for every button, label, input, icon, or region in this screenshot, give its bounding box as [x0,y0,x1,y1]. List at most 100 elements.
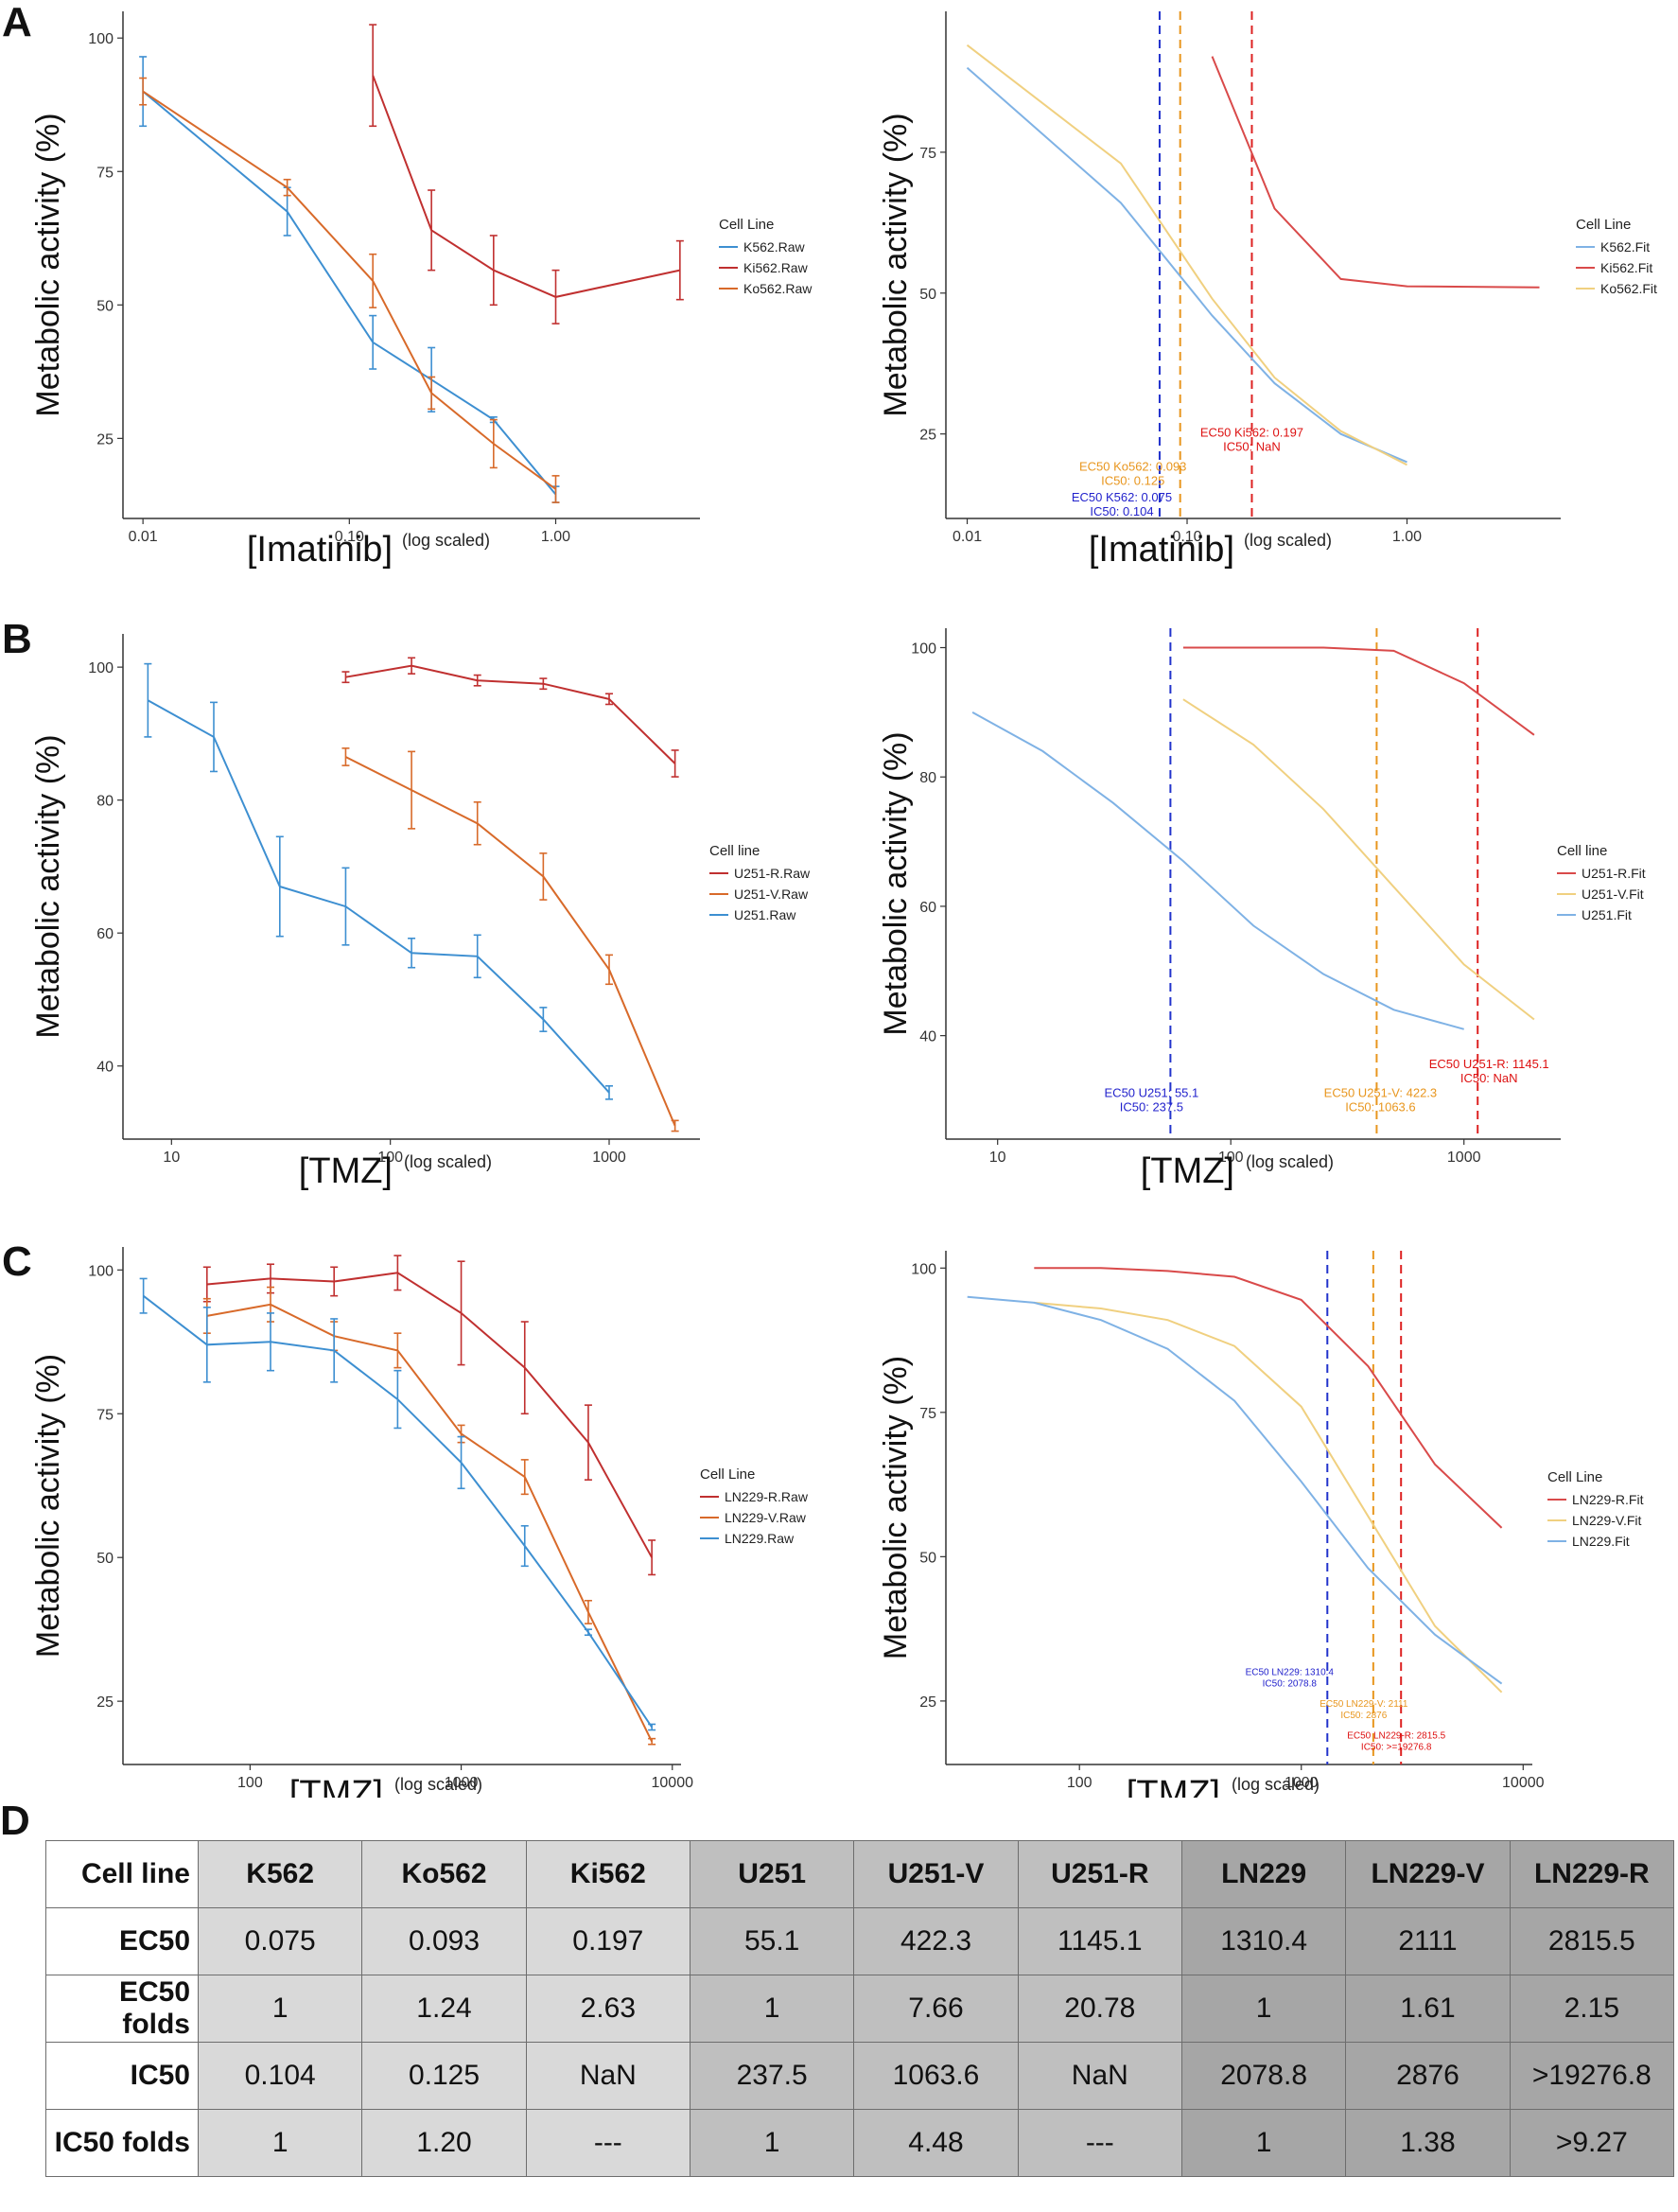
table-cell: 1.38 [1345,2109,1511,2177]
table-header-cell: LN229-R [1509,1840,1675,1908]
x-tick-label: 0.01 [953,529,982,545]
y-tick-label: 40 [96,1060,114,1076]
y-axis-title: Metabolic activity (%) [30,1354,66,1658]
table-cell: 1 [1180,1975,1347,2043]
table-cell: 2078.8 [1180,2042,1347,2110]
table-row-label: IC50 [45,2042,199,2110]
y-axis-title: Metabolic activity (%) [30,113,66,416]
x-tick-label: 0.01 [129,529,158,545]
table-cell: 1 [689,2109,855,2177]
table-cell: 0.125 [361,2042,527,2110]
figure-panels: A B C 25 50 75 100 0.01 0.10 1.00 Metabolic act… [2,0,1657,1798]
series-line [1034,1301,1503,1694]
table-header-cell: Cell line [45,1840,199,1908]
x-axis-suffix: (log scaled) [1244,531,1332,550]
x-tick-label: 1000 [1447,1150,1481,1166]
x-axis-title: [TMZ] [299,1151,393,1191]
y-tick-label: 25 [919,428,936,444]
x-tick-label: 100 [237,1775,263,1791]
table-cell: 1.24 [361,1975,527,2043]
legend-title: Cell Line [719,217,774,233]
table-cell: 2111 [1345,1907,1511,1975]
table-cell: 1310.4 [1180,1907,1347,1975]
table-cell: 1145.1 [1017,1907,1182,1975]
legend-title: Cell line [709,843,760,859]
y-axis-title: Metabolic activity (%) [878,731,914,1035]
table-cell: 2876 [1345,2042,1511,2110]
table-cell: NaN [525,2042,690,2110]
legend-label: U251.Fit [1582,907,1632,922]
x-axis-title: [Imatinib] [247,530,393,570]
legend-label: U251.Raw [734,907,796,922]
x-tick-label: 1000 [1285,1775,1319,1791]
table-cell: 0.197 [525,1907,690,1975]
table-row: IC50 0.104 0.125 NaN 237.5 1063.6 NaN 20… [45,2042,1675,2110]
x-axis-suffix: (log scaled) [394,1775,482,1794]
series-line [1034,1267,1503,1529]
x-tick-label: 10 [989,1150,1006,1166]
x-tick-label: 0.10 [335,529,364,545]
table-header-row: Cell line K562 Ko562 Ki562 U251 U251-V U… [45,1840,1675,1908]
legend-label: K562.Fit [1600,239,1650,255]
y-tick-label: 40 [919,1029,936,1045]
x-axis-suffix: (log scaled) [1246,1152,1334,1171]
x-tick-label: 100 [1067,1775,1092,1791]
annotation-label: IC50: >=19276.8 [1361,1743,1432,1753]
y-tick-label: 75 [96,165,114,181]
x-axis-title: [TMZ] [289,1774,383,1798]
legend-label: Ki562.Fit [1600,260,1652,275]
table-cell: 20.78 [1017,1975,1182,2043]
legend-label: U251-V.Raw [734,887,809,902]
legend-label: U251-R.Fit [1582,866,1646,881]
y-axis-title: Metabolic activity (%) [878,113,914,416]
series-line [142,90,557,490]
legend-label: LN229-R.Raw [725,1489,809,1504]
table-row: IC50 folds 1 1.20 --- 1 4.48 --- 1 1.38 … [45,2109,1675,2177]
annotation-label: EC50 Ki562: 0.197 [1200,426,1303,440]
table-header-cell: U251-R [1017,1840,1182,1908]
table-cell: 1 [197,1975,363,2043]
annotation-label: EC50 K562: 0.075 [1072,490,1172,504]
x-axis-suffix: (log scaled) [1232,1775,1320,1794]
y-tick-label: 100 [88,660,114,676]
y-tick-label: 100 [911,641,936,658]
table-cell: 1.61 [1345,1975,1511,2043]
table-cell: NaN [1017,2042,1182,2110]
annotation-label: IC50: 0.104 [1090,504,1153,518]
annotation-label: EC50 U251-V: 422.3 [1324,1086,1437,1100]
series-line [206,1303,653,1743]
panel-label-a: A [2,0,32,45]
chart-b-raw: 40 60 80 100 10 100 1000 Metabolic activity (%)… [30,634,811,1191]
table-cell: 4.48 [853,2109,1019,2177]
table-cell: --- [1017,2109,1182,2177]
table-header-cell: LN229 [1180,1840,1347,1908]
annotation-label: EC50 Ko562: 0.093 [1079,459,1186,473]
series-line [147,699,610,1094]
table-header-cell: Ki562 [525,1840,690,1908]
y-tick-label: 100 [88,31,114,47]
annotation-label: IC50: 237.5 [1120,1100,1183,1115]
y-tick-label: 75 [919,1406,936,1422]
legend-label: K562.Raw [743,239,805,255]
table-cell: 0.104 [197,2042,363,2110]
x-tick-label: 100 [1218,1150,1244,1166]
table-row: EC50 folds 1 1.24 2.63 1 7.66 20.78 1 1.… [45,1975,1675,2043]
annotation-label: IC50: NaN [1460,1071,1518,1085]
series-line [1211,56,1540,289]
series-line [966,44,1407,466]
chart-a-raw: 25 50 75 100 0.01 0.10 1.00 Metabolic activity … [30,11,813,570]
x-axis-suffix: (log scaled) [404,1152,492,1171]
legend-label: LN229-V.Raw [725,1510,807,1525]
table-cell: 2.15 [1509,1975,1675,2043]
annotation-label: EC50 U251: 55.1 [1105,1086,1199,1100]
table-cell: 1063.6 [853,2042,1019,2110]
panel-label-d: D [0,1798,30,1844]
legend-label: U251-R.Raw [734,866,811,881]
table-header-cell: U251-V [853,1840,1019,1908]
y-tick-label: 50 [919,287,936,303]
series-line [966,66,1407,464]
table-cell: 1.20 [361,2109,527,2177]
legend-label: Ko562.Fit [1600,281,1657,296]
table-row-label: EC50 folds [45,1975,199,2043]
y-tick-label: 25 [96,431,114,448]
